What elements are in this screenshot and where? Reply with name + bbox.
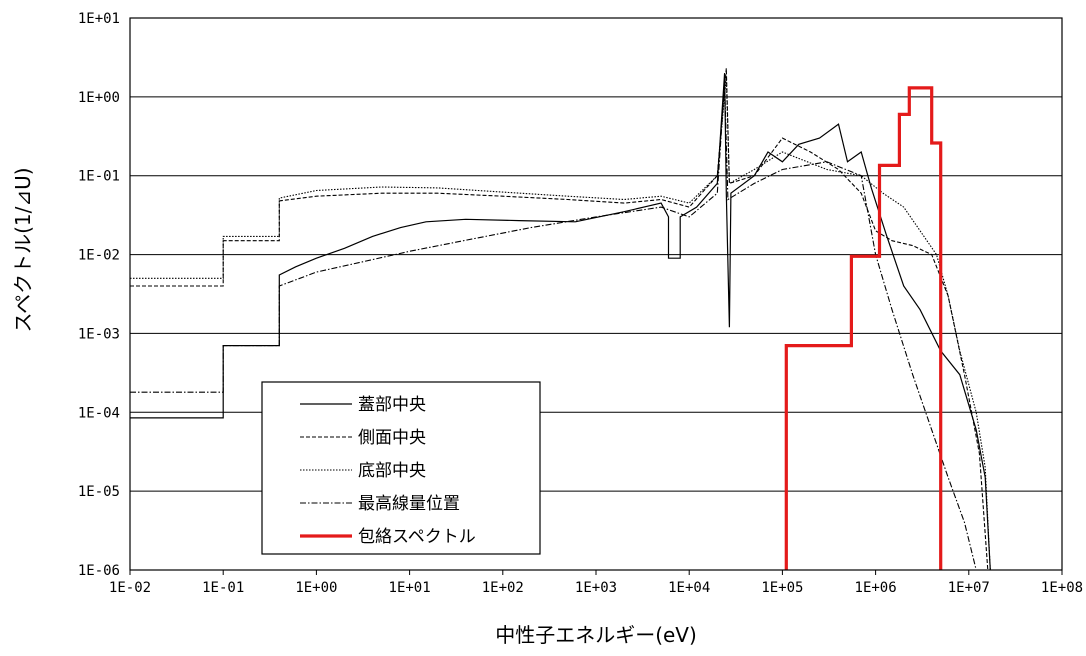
series-layer — [130, 68, 991, 571]
y-tick-label: 1E-02 — [78, 248, 120, 264]
legend-label: 包絡スペクトル — [358, 527, 476, 547]
x-tick-label: 1E+07 — [948, 580, 990, 596]
series-line-4 — [784, 86, 943, 570]
series-line-1 — [130, 68, 989, 571]
legend-box — [261, 381, 541, 555]
legend-label: 最高線量位置 — [358, 494, 460, 514]
y-tick-label: 1E+00 — [78, 90, 120, 106]
y-tick-label: 1E-05 — [78, 484, 120, 500]
y-tick-label: 1E-03 — [78, 326, 120, 342]
y-tick-label: 1E-01 — [78, 169, 120, 185]
series-line-0 — [130, 73, 991, 571]
x-tick-label: 1E+02 — [482, 580, 524, 596]
y-tick-label: 1E-06 — [78, 563, 120, 579]
x-tick-label: 1E+03 — [575, 580, 617, 596]
x-axis-label: 中性子エネルギー(eV) — [495, 623, 697, 647]
legend-label: 側面中央 — [358, 428, 426, 448]
legend-label: 蓋部中央 — [358, 395, 426, 415]
x-tick-label: 1E-02 — [109, 580, 151, 596]
x-tick-label: 1E+04 — [668, 580, 710, 596]
x-tick-label: 1E-01 — [202, 580, 244, 596]
y-axis-label: スペクトル(1/⊿U) — [11, 167, 35, 332]
x-axis-ticks: 1E-02 1E-01 1E+00 1E+01 1E+02 1E+03 1E+04 1E+05… — [109, 570, 1083, 596]
x-tick-label: 1E+06 — [855, 580, 897, 596]
y-axis-ticks: 1E+01 1E+00 1E-01 1E-02 1E-03 1E-04 1E-05 1E-06 — [78, 11, 120, 579]
series-line-3 — [130, 82, 977, 571]
legend-label: 底部中央 — [358, 461, 426, 481]
series-line-2 — [130, 76, 991, 571]
y-tick-label: 1E+01 — [78, 11, 120, 27]
x-tick-label: 1E+01 — [389, 580, 431, 596]
y-tick-label: 1E-04 — [78, 405, 120, 421]
x-tick-label: 1E+00 — [295, 580, 337, 596]
x-tick-label: 1E+05 — [761, 580, 803, 596]
x-tick-label: 1E+08 — [1041, 580, 1083, 596]
